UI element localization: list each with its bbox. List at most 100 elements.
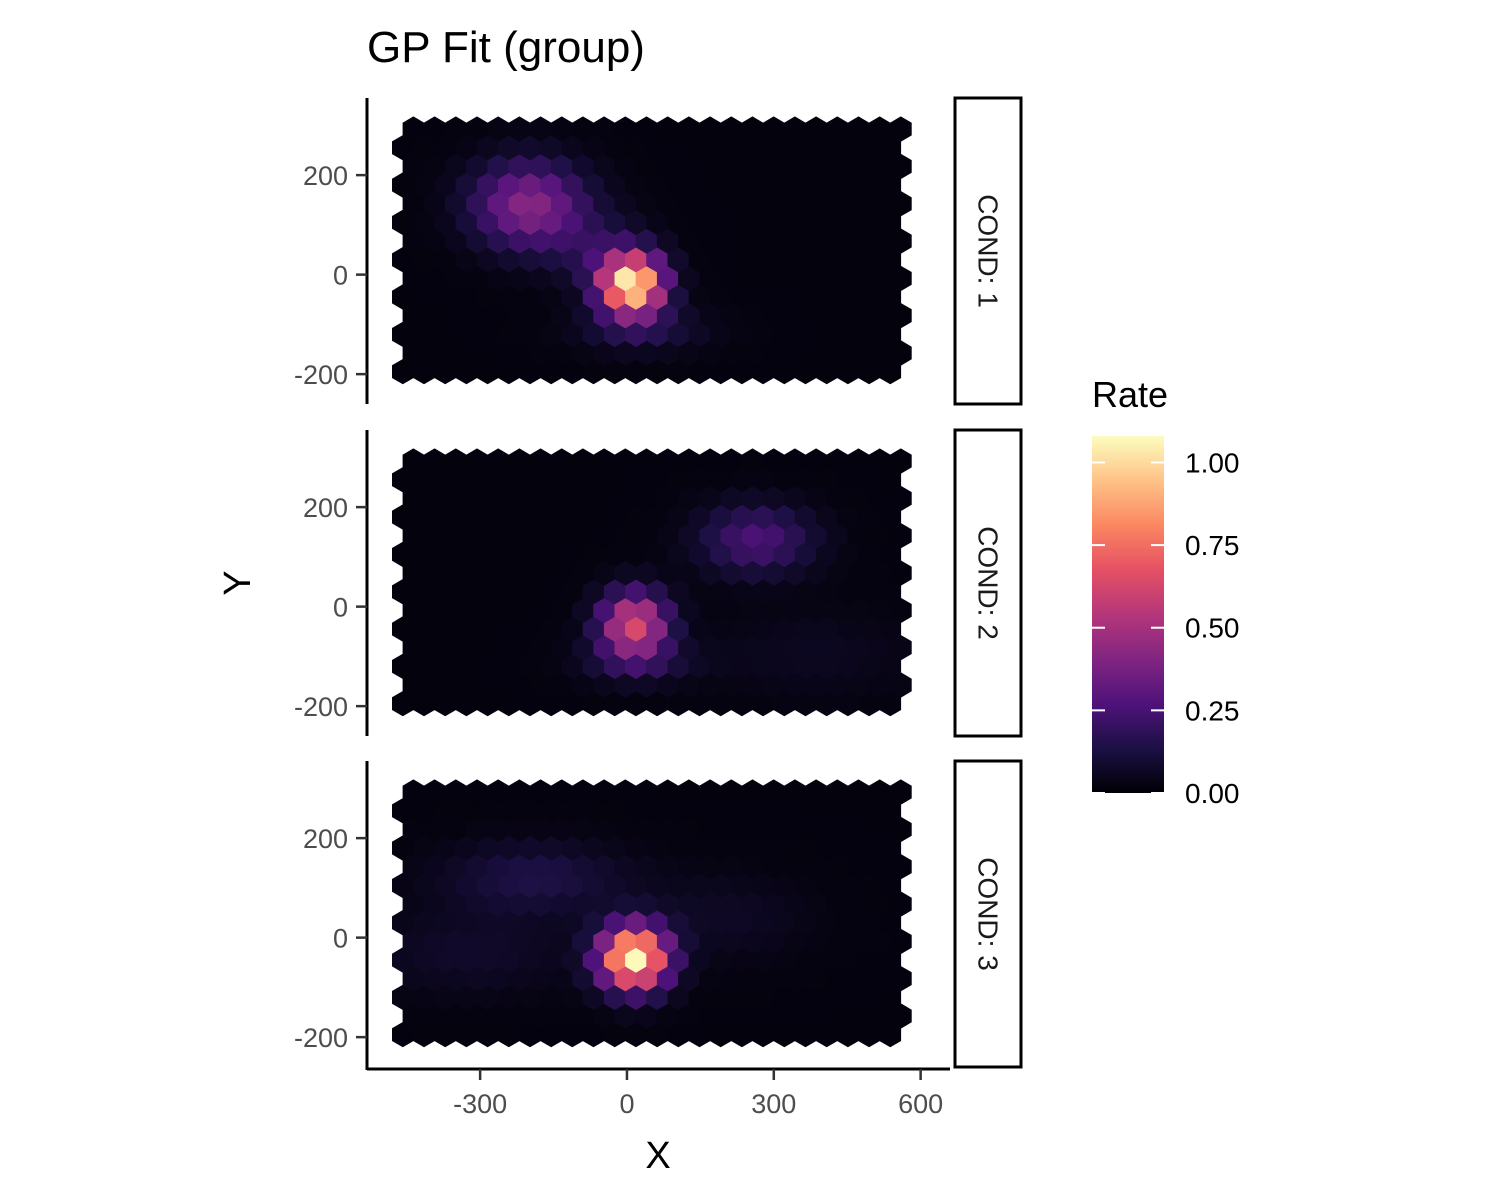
hex-cell <box>423 966 446 992</box>
hex-cell <box>741 928 764 955</box>
hex-cell <box>582 691 605 717</box>
hex-cell <box>847 928 870 955</box>
hex-cell <box>476 910 499 936</box>
hex-cell <box>593 191 615 217</box>
hex-cell <box>434 467 456 493</box>
hex-cell <box>402 265 425 292</box>
hex-cell <box>487 448 509 474</box>
hex-cell <box>413 798 435 824</box>
hex-cell <box>847 485 870 512</box>
hex-cell <box>646 579 668 605</box>
hex-cell <box>868 966 891 992</box>
hex-cell <box>699 966 721 992</box>
hex-cell <box>413 321 435 347</box>
hex-cell <box>794 172 817 198</box>
hex-cell <box>603 835 626 861</box>
hex-cell <box>709 835 732 861</box>
hex-cell <box>646 947 668 973</box>
hex-cell <box>508 635 531 661</box>
hex-cell <box>678 485 700 512</box>
hex-cell <box>550 966 573 992</box>
hex-cell <box>837 984 859 1010</box>
hex-cell <box>773 467 796 493</box>
hex-cell <box>805 485 827 512</box>
hex-cell <box>678 523 700 549</box>
y-tick-label: 0 <box>333 924 348 954</box>
hex-cell <box>392 947 414 973</box>
hex-cell <box>794 467 817 493</box>
hex-cell <box>890 448 912 474</box>
hex-cell <box>498 798 520 824</box>
hex-cell <box>455 579 478 605</box>
hex-cell <box>699 191 721 217</box>
hex-cell <box>392 135 414 161</box>
hex-cell <box>720 560 743 586</box>
hex-cell <box>487 340 509 366</box>
hex-cell <box>540 947 562 973</box>
hex-cell <box>423 265 446 292</box>
hex-cell <box>678 597 700 624</box>
hex-cell <box>656 228 679 254</box>
hex-cell <box>476 284 499 310</box>
hex-cell <box>847 966 870 992</box>
hex-cell <box>413 135 435 161</box>
hex-cell <box>508 191 531 217</box>
hex-cell <box>582 798 605 824</box>
hex-cell <box>434 947 456 973</box>
hex-cell <box>582 359 605 385</box>
hex-cell <box>635 816 658 843</box>
hex-cell <box>614 523 637 549</box>
hex-cell <box>423 928 446 955</box>
hex-cell <box>635 672 658 698</box>
hex-cell <box>667 172 690 198</box>
hex-cell <box>858 321 880 347</box>
hex-cell <box>476 541 499 568</box>
hex-cell <box>434 541 456 568</box>
hex-cell <box>667 467 690 493</box>
hex-cell <box>561 172 584 198</box>
hex-cell <box>487 191 509 217</box>
hex-cell <box>794 247 817 273</box>
hex-cell <box>392 579 414 605</box>
hex-cell <box>858 541 880 568</box>
hex-cell <box>540 172 562 198</box>
hex-cell <box>784 928 806 955</box>
hex-cell <box>890 191 912 217</box>
hex-cell <box>794 616 817 642</box>
hex-cell <box>646 209 668 236</box>
hex-cell <box>868 485 891 512</box>
hex-cell <box>879 172 902 198</box>
hex-cell <box>572 597 594 624</box>
hex-cell <box>593 153 615 180</box>
hex-cell <box>879 321 902 347</box>
hex-cell <box>561 579 584 605</box>
hex-cell <box>837 504 859 530</box>
hex-cell <box>731 247 753 273</box>
hex-cell <box>476 653 499 679</box>
hex-cell <box>550 265 573 292</box>
hex-cell <box>805 523 827 549</box>
hex-cell <box>847 340 870 366</box>
hex-cell <box>466 303 488 329</box>
hex-cell <box>434 1022 456 1048</box>
hex-cell <box>455 467 478 493</box>
hex-cell <box>656 153 679 180</box>
hex-cell <box>413 172 435 198</box>
hex-cell <box>476 835 499 861</box>
hex-cell <box>794 910 817 936</box>
hex-cell <box>392 504 414 530</box>
hex-cell <box>890 966 912 992</box>
hex-cell <box>593 560 615 586</box>
hex-cell <box>731 209 753 236</box>
hex-cell <box>720 340 743 366</box>
hex-cell <box>762 966 785 992</box>
hex-cell <box>529 116 552 142</box>
hex-cell <box>434 504 456 530</box>
hex-cell <box>794 579 817 605</box>
hex-cell <box>519 579 541 605</box>
hex-cell <box>603 247 626 273</box>
hex-cell <box>498 579 520 605</box>
hex-cell <box>593 448 615 474</box>
hex-cell <box>540 209 562 236</box>
hex-cell <box>550 779 573 805</box>
